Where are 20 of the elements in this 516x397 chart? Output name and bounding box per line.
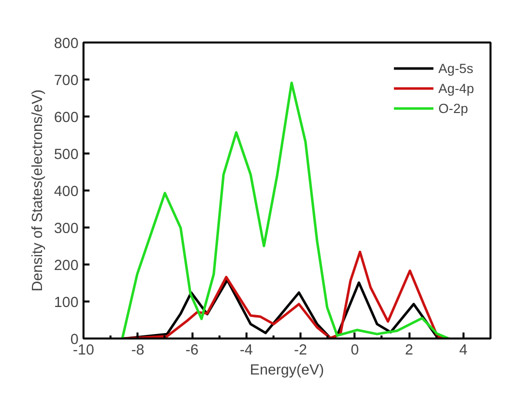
y-tick-label: 100: [54, 295, 79, 311]
x-tick-label: 4: [459, 342, 468, 358]
legend-label: O-2p: [438, 100, 468, 116]
x-tick-label: 2: [405, 342, 414, 358]
y-tick-label: 800: [54, 36, 79, 52]
legend-label: Ag-5s: [438, 60, 474, 76]
y-tick-label: 400: [54, 184, 79, 200]
y-tick-label: 700: [54, 73, 79, 89]
legend-label: Ag-4p: [438, 80, 474, 96]
y-tick-label: 300: [54, 221, 79, 237]
y-tick-label: 500: [54, 147, 79, 163]
y-tick-label: 200: [54, 258, 79, 274]
x-tick-label: -4: [240, 342, 253, 358]
x-tick-label: -2: [294, 342, 308, 358]
x-tick-label: -6: [186, 342, 199, 358]
x-tick-label: -8: [131, 342, 144, 358]
x-tick-label: 0: [350, 342, 359, 358]
x-axis-title: Energy(eV): [250, 362, 324, 378]
y-axis-title: Density of States(electrons/eV): [30, 89, 46, 292]
y-tick-label: 600: [54, 110, 79, 126]
